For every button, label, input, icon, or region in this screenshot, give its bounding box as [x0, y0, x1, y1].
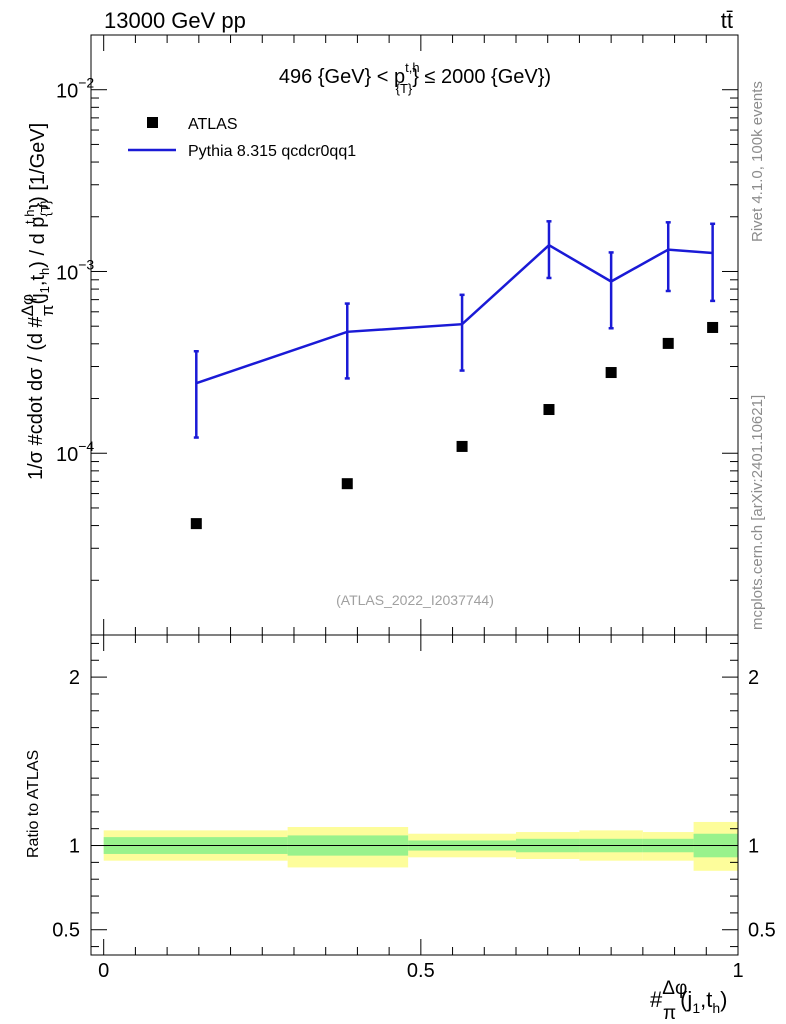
- xlabel-sub1: 1: [692, 1000, 700, 1016]
- ratio-y-tick-label-right: 2: [748, 667, 759, 689]
- process-label: tt̄: [721, 8, 733, 33]
- x-axis-label: #Δφ π(j1,th): [650, 978, 727, 1024]
- main-panel: 10−410−310−2 496 {GeV} < pt,h {T}} ≤ 2000…: [18, 34, 739, 636]
- ylabel-part-a: 1/σ #cdot dσ / (d #: [25, 315, 47, 480]
- atlas-data-point: [456, 440, 468, 452]
- ylabel-sub3: {T}: [38, 199, 53, 216]
- ratio-y-tick-label-right: 0.5: [748, 920, 776, 942]
- ylabel-part-d: ) / d p: [27, 217, 49, 268]
- ratio-x-tick-label: 0: [98, 960, 109, 982]
- atlas-data-point: [543, 404, 555, 416]
- xlabel-part-d: ): [720, 987, 727, 1012]
- ylabel-part-e: }) [1/GeV]: [27, 123, 49, 210]
- ratio-axes: 0 0.5 10.5 0.51 12 2: [52, 635, 776, 982]
- source-label: mcplots.cern.ch [arXiv:2401.10621]: [749, 395, 766, 630]
- title-sub: {T}: [396, 81, 413, 96]
- main-y-tick-label: 10−3: [56, 256, 94, 284]
- ylabel-sub1: 1: [37, 286, 52, 293]
- rivet-label: Rivet 4.1.0, 100k events: [749, 81, 766, 242]
- xlabel-sub2: h: [712, 1000, 720, 1016]
- title-left: 496 {GeV} < p: [279, 66, 405, 88]
- ylabel-frac-den: π: [38, 304, 57, 316]
- legend: ATLAS Pythia 8.315 qcdcr0qq1: [128, 116, 356, 160]
- ratio-y-tick-label-right: 1: [748, 836, 759, 858]
- ratio-marks: [91, 821, 738, 871]
- atlas-data-point: [190, 518, 202, 530]
- pythia-series-line: [195, 243, 713, 385]
- atlas-data-point: [662, 337, 674, 349]
- xlabel-part-b: (j: [680, 987, 692, 1012]
- ylabel-frac: Δφπ: [18, 294, 57, 316]
- xlabel-part-a: #: [650, 987, 663, 1012]
- ylabel-part-b: (j: [27, 293, 49, 304]
- main-y-label: 1/σ #cdot dσ / (d #Δφπ(j1,th) / d p{T}t,…: [18, 123, 57, 480]
- main-marks: [190, 220, 719, 530]
- ylabel-sup3: t,h: [22, 210, 37, 224]
- title-sup: t,h: [405, 60, 419, 75]
- atlas-data-point: [707, 321, 719, 333]
- main-y-tick-label: 10−4: [56, 438, 94, 466]
- ratio-frame: [90, 634, 739, 956]
- ylabel-sub2: h: [37, 268, 52, 275]
- analysis-watermark: (ATLAS_2022_I2037744): [336, 592, 494, 608]
- ratio-x-tick-label: 1: [732, 960, 743, 982]
- xlabel-frac-num: Δφ: [662, 978, 687, 999]
- xlabel-frac-den: π: [663, 1003, 676, 1024]
- beam-label: 13000 GeV pp: [104, 8, 246, 33]
- ylabel-part-c: ,t: [27, 275, 49, 287]
- main-y-tick-label: 10−2: [56, 75, 94, 103]
- xlabel-part-c: ,t: [700, 987, 712, 1012]
- title-right: } ≤ 2000 {GeV}): [412, 66, 551, 88]
- legend-pythia-label: Pythia 8.315 qcdcr0qq1: [188, 143, 356, 160]
- ratio-y-label: Ratio to ATLAS: [25, 750, 42, 858]
- main-axes: 10−4 10−3 10−2: [56, 34, 739, 636]
- ratio-x-tick-label: 0.5: [407, 960, 435, 982]
- ratio-panel: 0 0.5 10.5 0.51 12 2 Ratio to ATLAS #Δφ π(j1,t…: [25, 634, 776, 1024]
- ylabel-frac-num: Δφ: [18, 294, 37, 316]
- ratio-y-tick-label-left: 0.5: [52, 920, 80, 942]
- ratio-y-tick-label-left: 2: [69, 667, 80, 689]
- plot-title: 496 {GeV} < pt,h {T}} ≤ 2000 {GeV}): [279, 60, 551, 96]
- ratio-y-tick-label-left: 1: [69, 836, 80, 858]
- atlas-data-point: [341, 478, 353, 490]
- legend-atlas-marker: [147, 117, 158, 128]
- atlas-data-point: [605, 367, 617, 379]
- legend-atlas-label: ATLAS: [188, 116, 238, 133]
